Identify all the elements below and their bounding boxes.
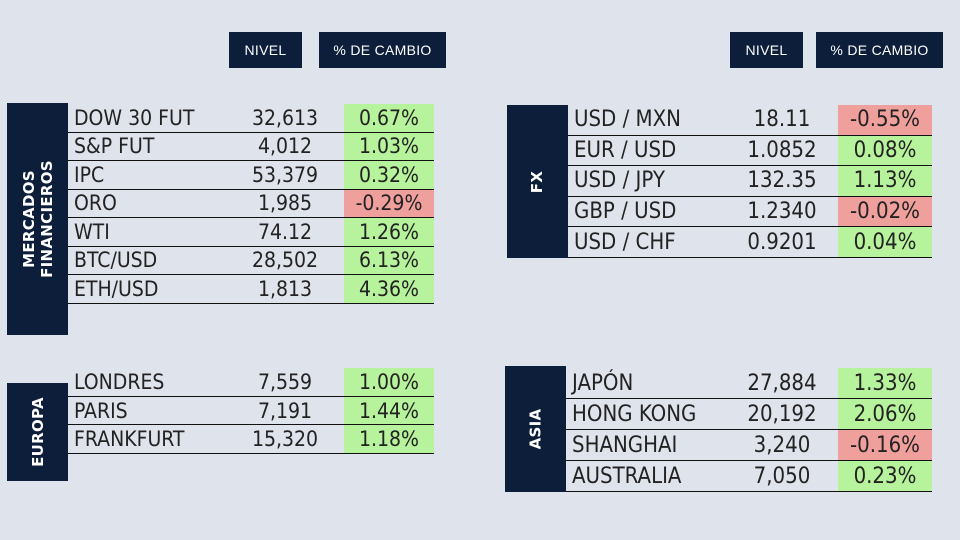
- instrument-level: 7,050: [753, 463, 811, 489]
- instrument-name: LONDRES: [74, 369, 165, 394]
- table-row: LONDRES 7,559 1.00%: [68, 368, 434, 397]
- change-badge-positive: 0.23%: [838, 461, 932, 491]
- table-asia: JAPÓN 27,884 1.33% HONG KONG 20,192 2.06% SHAN…: [566, 368, 932, 492]
- sidebar-europa: EUROPA: [7, 383, 68, 481]
- instrument-name: FRANKFURT: [74, 427, 185, 452]
- instrument-level: 132.35: [747, 168, 817, 194]
- header-cambio-left: % DE CAMBIO: [319, 32, 446, 68]
- header-nivel-right: NIVEL: [730, 32, 803, 68]
- section-label-asia: ASIA: [526, 408, 545, 450]
- change-badge-negative: -0.55%: [838, 105, 932, 135]
- table-row: USD / CHF 0.9201 0.04%: [568, 227, 932, 258]
- instrument-name: JAPÓN: [572, 370, 634, 396]
- table-row: JAPÓN 27,884 1.33%: [566, 368, 932, 399]
- sidebar-mercados-financieros: MERCADOS FINANCIEROS: [7, 103, 68, 335]
- instrument-level: 1.0852: [747, 137, 817, 163]
- instrument-level: 7,559: [257, 369, 313, 394]
- instrument-level: 53,379: [251, 162, 319, 187]
- instrument-name: AUSTRALIA: [572, 463, 682, 489]
- table-row: IPC 53,379 0.32%: [68, 161, 434, 190]
- change-badge-negative: -0.02%: [838, 196, 932, 227]
- instrument-name: USD / MXN: [574, 107, 681, 133]
- instrument-level: 74.12: [257, 219, 313, 244]
- change-badge-positive: 0.32%: [344, 161, 434, 189]
- change-badge-positive: 1.26%: [344, 218, 434, 246]
- table-row: PARIS 7,191 1.44%: [68, 396, 434, 426]
- table-row: ETH/USD 1,813 4.36%: [68, 275, 434, 304]
- instrument-level: 28,502: [251, 248, 319, 273]
- section-label-line2: FINANCIEROS: [37, 160, 56, 278]
- table-europa: LONDRES 7,559 1.00% PARIS 7,191 1.44% FRANKFUR…: [68, 368, 434, 455]
- table-row: AUSTRALIA 7,050 0.23%: [566, 461, 932, 492]
- instrument-name: HONG KONG: [572, 401, 697, 427]
- instrument-name: S&P FUT: [74, 134, 155, 159]
- instrument-name: ETH/USD: [74, 276, 159, 301]
- change-badge-positive: 2.06%: [838, 399, 932, 429]
- table-fx: USD / MXN 18.11 -0.55% EUR / USD 1.0852 0.08%…: [568, 105, 932, 258]
- instrument-name: EUR / USD: [574, 137, 677, 163]
- change-badge-positive: 1.00%: [344, 368, 434, 396]
- section-label-fx: FX: [528, 170, 547, 193]
- table-row: SHANGHAI 3,240 -0.16%: [566, 430, 932, 461]
- section-label-line1: MERCADOS: [19, 170, 38, 268]
- change-badge-positive: 1.03%: [344, 132, 434, 160]
- instrument-level: 1.2340: [747, 199, 817, 225]
- table-row: BTC/USD 28,502 6.13%: [68, 246, 434, 275]
- instrument-name: GBP / USD: [574, 199, 677, 225]
- change-badge-positive: 4.36%: [344, 275, 434, 303]
- instrument-level: 27,884: [747, 370, 817, 396]
- instrument-name: PARIS: [74, 398, 128, 423]
- change-badge-positive: 0.67%: [344, 104, 434, 132]
- instrument-name: DOW 30 FUT: [74, 105, 195, 130]
- table-row: WTI 74.12 1.26%: [68, 218, 434, 247]
- table-row: DOW 30 FUT 32,613 0.67%: [68, 104, 434, 133]
- change-badge-negative: -0.16%: [838, 430, 932, 460]
- change-badge-positive: 0.04%: [838, 227, 932, 257]
- header-cambio-right: % DE CAMBIO: [816, 32, 943, 68]
- instrument-level: 0.9201: [747, 229, 817, 255]
- instrument-name: SHANGHAI: [572, 432, 678, 458]
- change-badge-positive: 1.18%: [344, 425, 434, 454]
- instrument-name: BTC/USD: [74, 248, 158, 273]
- instrument-name: IPC: [74, 162, 105, 187]
- change-badge-positive: 1.33%: [838, 368, 932, 398]
- table-mercados: DOW 30 FUT 32,613 0.67% S&P FUT 4,012 1.03% IP…: [68, 104, 434, 304]
- instrument-level: 15,320: [251, 427, 319, 452]
- table-row: S&P FUT 4,012 1.03%: [68, 132, 434, 161]
- table-row: FRANKFURT 15,320 1.18%: [68, 425, 434, 455]
- sidebar-asia: ASIA: [505, 366, 566, 492]
- instrument-level: 4,012: [257, 134, 313, 159]
- sidebar-fx: FX: [507, 105, 568, 258]
- instrument-level: 20,192: [747, 401, 817, 427]
- instrument-level: 32,613: [251, 105, 319, 130]
- instrument-level: 3,240: [753, 432, 811, 458]
- instrument-level: 18.11: [753, 107, 811, 133]
- instrument-level: 7,191: [257, 398, 313, 423]
- table-row: USD / JPY 132.35 1.13%: [568, 166, 932, 197]
- section-label-mercados: MERCADOS FINANCIEROS: [20, 160, 56, 278]
- table-row: ORO 1,985 -0.29%: [68, 189, 434, 218]
- change-badge-positive: 1.13%: [838, 166, 932, 196]
- table-row: EUR / USD 1.0852 0.08%: [568, 135, 932, 167]
- table-row: GBP / USD 1.2340 -0.02%: [568, 196, 932, 228]
- change-badge-positive: 6.13%: [344, 246, 434, 274]
- table-row: USD / MXN 18.11 -0.55%: [568, 105, 932, 136]
- instrument-name: USD / JPY: [574, 168, 665, 194]
- instrument-name: WTI: [74, 219, 110, 244]
- instrument-level: 1,813: [257, 276, 313, 301]
- change-badge-positive: 0.08%: [838, 135, 932, 166]
- table-row: HONG KONG 20,192 2.06%: [566, 399, 932, 430]
- change-badge-negative: -0.29%: [344, 189, 434, 217]
- change-badge-positive: 1.44%: [344, 396, 434, 425]
- instrument-name: USD / CHF: [574, 229, 676, 255]
- section-label-europa: EUROPA: [28, 397, 47, 467]
- header-nivel-left: NIVEL: [229, 32, 302, 68]
- instrument-name: ORO: [74, 191, 117, 216]
- instrument-level: 1,985: [257, 191, 313, 216]
